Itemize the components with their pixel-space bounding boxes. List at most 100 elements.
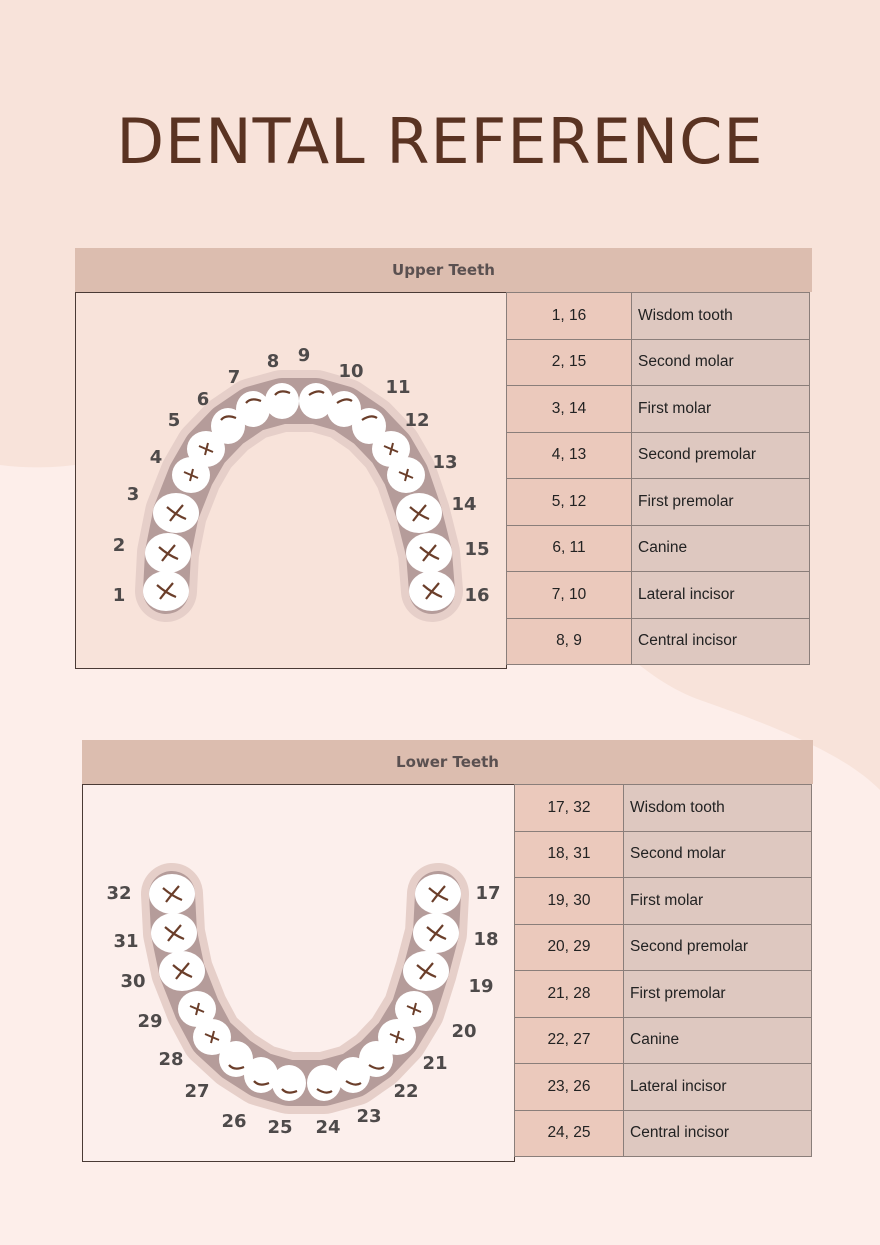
table-row: 17, 32 Wisdom tooth <box>514 784 812 832</box>
tooth-numbers: 8, 9 <box>506 617 632 665</box>
tooth-number-label: 1 <box>113 585 126 606</box>
tooth <box>413 913 459 953</box>
tooth-number-label: 16 <box>464 585 489 606</box>
tooth-number-label: 20 <box>451 1021 476 1042</box>
table-row: 7, 10 Lateral incisor <box>506 571 810 619</box>
tooth-number-label: 18 <box>473 929 498 950</box>
table-row: 5, 12 First premolar <box>506 478 810 526</box>
tooth-numbers: 1, 16 <box>506 292 632 340</box>
tooth-name: Central incisor <box>623 1109 812 1157</box>
tooth-number-label: 2 <box>113 535 126 556</box>
tooth-numbers: 3, 14 <box>506 385 632 433</box>
tooth-name: Lateral incisor <box>631 571 810 619</box>
tooth <box>149 874 195 914</box>
lower-teeth-diagram: 32 31 30 29 28 27 26 25 24 23 22 21 20 19 18 17 <box>82 784 515 1162</box>
tooth-number-label: 23 <box>356 1106 381 1127</box>
table-row: 19, 30 First molar <box>514 877 812 925</box>
tooth <box>145 533 191 573</box>
tooth <box>409 571 455 611</box>
tooth-name: Second molar <box>631 338 810 386</box>
tooth-number-label: 6 <box>197 389 210 410</box>
tooth-name: Canine <box>631 524 810 572</box>
tooth-numbers: 20, 29 <box>514 923 624 971</box>
tooth-name: First molar <box>631 385 810 433</box>
tooth <box>396 493 442 533</box>
tooth-number-label: 21 <box>422 1053 447 1074</box>
tooth-number-label: 3 <box>127 484 140 505</box>
upper-teeth-heading: Upper Teeth <box>75 248 812 292</box>
tooth <box>211 408 245 444</box>
tooth <box>403 951 449 991</box>
tooth <box>272 1065 306 1101</box>
tooth-name: First molar <box>623 877 812 925</box>
tooth-number-label: 9 <box>298 345 311 366</box>
table-row: 18, 31 Second molar <box>514 830 812 878</box>
table-row: 22, 27 Canine <box>514 1016 812 1064</box>
table-row: 21, 28 First premolar <box>514 970 812 1018</box>
tooth <box>352 408 386 444</box>
tooth <box>143 571 189 611</box>
tooth-number-label: 31 <box>113 931 138 952</box>
tooth-number-label: 10 <box>338 361 363 382</box>
tooth-number-label: 12 <box>404 410 429 431</box>
table-row: 2, 15 Second molar <box>506 338 810 386</box>
tooth-number-label: 30 <box>120 971 145 992</box>
tooth-number-label: 14 <box>451 494 476 515</box>
page-title: DENTAL REFERENCE <box>116 105 764 178</box>
lower-teeth-heading: Lower Teeth <box>82 740 813 784</box>
tooth-number-label: 29 <box>137 1011 162 1032</box>
tooth <box>236 391 270 427</box>
tooth <box>178 991 216 1027</box>
tooth-name: Second premolar <box>623 923 812 971</box>
tooth-numbers: 6, 11 <box>506 524 632 572</box>
tooth-number-label: 26 <box>221 1111 246 1132</box>
upper-teeth-diagram: 1 2 3 4 5 6 7 8 9 10 11 12 13 14 15 16 <box>75 292 507 669</box>
tooth-number-label: 15 <box>464 539 489 560</box>
tooth-number-label: 8 <box>267 351 280 372</box>
tooth <box>406 533 452 573</box>
tooth <box>299 383 333 419</box>
tooth <box>151 913 197 953</box>
tooth-number-label: 28 <box>158 1049 183 1070</box>
tooth-number-label: 32 <box>106 883 131 904</box>
tooth-number-label: 25 <box>267 1117 292 1138</box>
tooth-name: Wisdom tooth <box>631 292 810 340</box>
tooth-name: Second premolar <box>631 431 810 479</box>
tooth <box>244 1057 278 1093</box>
tooth-name: Canine <box>623 1016 812 1064</box>
tooth <box>395 991 433 1027</box>
tooth-number-label: 27 <box>184 1081 209 1102</box>
tooth-numbers: 4, 13 <box>506 431 632 479</box>
tooth-name: Central incisor <box>631 617 810 665</box>
table-row: 4, 13 Second premolar <box>506 431 810 479</box>
upper-teeth-table: 1, 16 Wisdom tooth 2, 15 Second molar 3, 14 F… <box>506 292 810 665</box>
tooth-number-label: 17 <box>475 883 500 904</box>
tooth <box>219 1041 253 1077</box>
tooth <box>193 1019 231 1055</box>
tooth-number-label: 5 <box>168 410 181 431</box>
tooth-name: First premolar <box>623 970 812 1018</box>
tooth-numbers: 24, 25 <box>514 1109 624 1157</box>
tooth-name: Wisdom tooth <box>623 784 812 832</box>
tooth-number-label: 19 <box>468 976 493 997</box>
tooth <box>387 457 425 493</box>
table-row: 24, 25 Central incisor <box>514 1109 812 1157</box>
tooth-numbers: 23, 26 <box>514 1063 624 1111</box>
table-row: 6, 11 Canine <box>506 524 810 572</box>
tooth <box>159 951 205 991</box>
tooth <box>265 383 299 419</box>
tooth-numbers: 5, 12 <box>506 478 632 526</box>
tooth-numbers: 7, 10 <box>506 571 632 619</box>
tooth <box>327 391 361 427</box>
lower-teeth-table: 17, 32 Wisdom tooth 18, 31 Second molar 19, … <box>514 784 812 1157</box>
tooth-name: Lateral incisor <box>623 1063 812 1111</box>
table-row: 8, 9 Central incisor <box>506 617 810 665</box>
tooth <box>415 874 461 914</box>
tooth-numbers: 22, 27 <box>514 1016 624 1064</box>
tooth <box>378 1019 416 1055</box>
tooth-numbers: 2, 15 <box>506 338 632 386</box>
table-row: 3, 14 First molar <box>506 385 810 433</box>
tooth-number-label: 24 <box>315 1117 340 1138</box>
table-row: 20, 29 Second premolar <box>514 923 812 971</box>
tooth-number-label: 22 <box>393 1081 418 1102</box>
